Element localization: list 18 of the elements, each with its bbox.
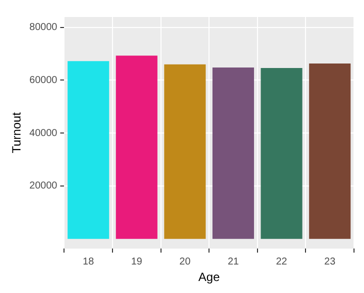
x-tick-label: 21 xyxy=(228,256,240,268)
bar xyxy=(260,68,302,239)
bar xyxy=(116,56,158,239)
x-tick-label: 19 xyxy=(131,256,143,268)
y-axis-title: Turnout xyxy=(10,112,24,154)
y-tick-label: 20000 xyxy=(29,180,58,192)
bar xyxy=(68,61,110,239)
x-tick-label: 20 xyxy=(179,256,191,268)
x-tick-label: 23 xyxy=(324,256,336,268)
x-tick-label: 18 xyxy=(82,256,94,268)
x-tick-label: 22 xyxy=(276,256,288,268)
bar xyxy=(164,64,206,239)
bar xyxy=(309,64,351,239)
bar xyxy=(212,68,254,239)
x-axis-title: Age xyxy=(198,270,220,284)
y-tick-label: 60000 xyxy=(29,74,58,86)
y-tick-label: 40000 xyxy=(29,128,58,139)
y-tick-label: 80000 xyxy=(29,22,58,34)
